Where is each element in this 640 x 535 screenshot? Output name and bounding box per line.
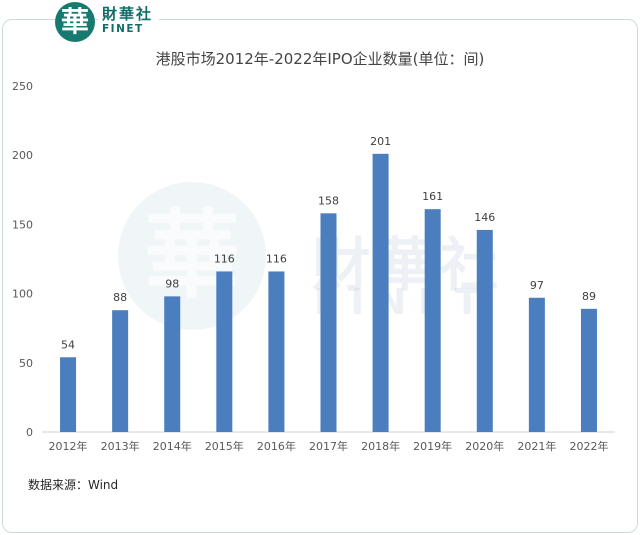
x-tick-label: 2015年	[205, 439, 244, 453]
data-label: 158	[318, 194, 339, 207]
bar	[60, 357, 77, 432]
bar	[164, 296, 181, 432]
data-source: 数据来源：Wind	[28, 478, 119, 492]
data-label: 89	[582, 290, 596, 303]
data-label: 146	[474, 211, 495, 224]
x-tick-label: 2014年	[153, 439, 192, 453]
bar	[528, 297, 545, 432]
watermark-circle	[118, 182, 266, 330]
bar	[424, 209, 441, 432]
y-tick-label: 250	[12, 80, 33, 93]
watermark-cn: 財華社	[312, 231, 505, 299]
bar	[372, 153, 389, 433]
x-tick-label: 2013年	[101, 439, 140, 453]
data-label: 54	[61, 338, 75, 351]
x-tick-label: 2021年	[517, 439, 556, 453]
finet-logo-icon: 華	[55, 2, 95, 42]
y-tick-label: 150	[12, 218, 33, 231]
brand-name: 財華社 FINET	[98, 5, 160, 35]
chart-frame	[2, 19, 638, 533]
x-tick-label: 2019年	[413, 439, 452, 453]
chart-title: 港股市场2012年-2022年IPO企业数量(单位：间)	[155, 50, 485, 68]
bar	[112, 310, 129, 432]
bar	[580, 308, 597, 432]
x-tick-label: 2017年	[309, 439, 348, 453]
data-label: 201	[370, 135, 391, 148]
data-label: 116	[214, 252, 235, 265]
x-tick-label: 2012年	[49, 439, 88, 453]
bar	[216, 271, 233, 432]
x-tick-label: 2022年	[569, 439, 608, 453]
y-tick-label: 50	[19, 357, 33, 370]
y-tick-label: 100	[12, 288, 33, 301]
x-tick-label: 2016年	[257, 439, 296, 453]
brand-name-en: FINET	[102, 23, 144, 35]
watermark-en: FINET	[314, 282, 492, 323]
x-tick-label: 2020年	[465, 439, 504, 453]
brand-name-cn: 財華社	[102, 5, 154, 23]
data-label: 161	[422, 190, 443, 203]
bar	[476, 229, 493, 432]
y-tick-label: 0	[26, 426, 33, 439]
bar	[320, 213, 337, 432]
data-label: 98	[165, 277, 179, 290]
bar	[268, 271, 285, 432]
data-label: 88	[113, 291, 127, 304]
x-tick-label: 2018年	[361, 439, 400, 453]
data-label: 97	[530, 279, 544, 292]
y-tick-label: 200	[12, 149, 33, 162]
data-label: 116	[266, 252, 287, 265]
